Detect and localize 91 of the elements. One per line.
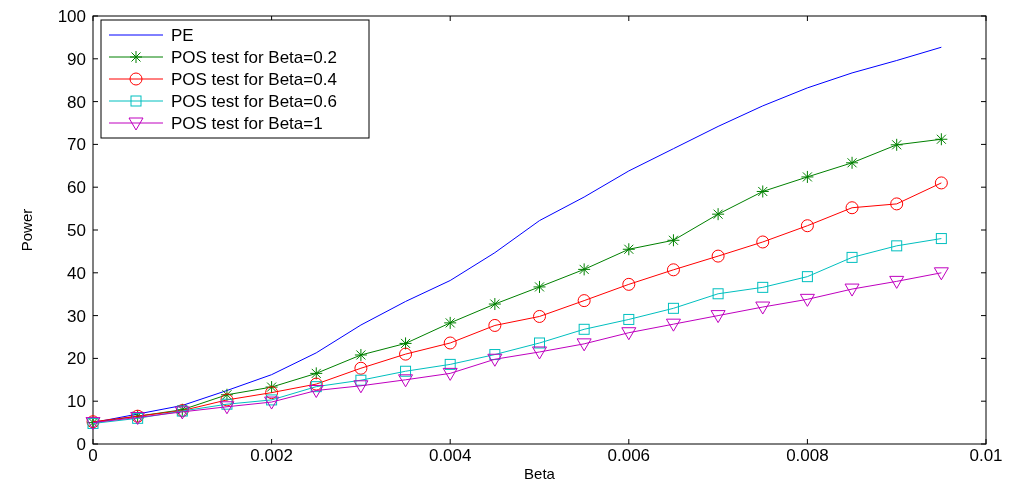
point bbox=[266, 394, 278, 406]
y-tick-label: 90 bbox=[67, 49, 86, 69]
point bbox=[934, 132, 948, 146]
y-tick-label: 10 bbox=[67, 392, 86, 412]
point bbox=[665, 318, 681, 332]
point bbox=[578, 323, 590, 335]
point bbox=[577, 294, 591, 308]
point bbox=[265, 386, 279, 400]
point bbox=[534, 337, 545, 349]
y-axis-title: Power bbox=[18, 208, 35, 252]
point bbox=[621, 327, 637, 341]
y-tick-label: 50 bbox=[67, 221, 86, 240]
point bbox=[891, 240, 903, 252]
legend-label: POS test for Beta=0.2 bbox=[171, 48, 337, 67]
y-tick-label: 80 bbox=[67, 92, 86, 112]
point bbox=[308, 385, 324, 398]
point bbox=[533, 309, 546, 323]
point bbox=[756, 184, 770, 198]
point bbox=[934, 176, 948, 190]
point bbox=[399, 347, 413, 361]
point bbox=[309, 377, 323, 391]
point bbox=[399, 336, 413, 350]
point bbox=[309, 366, 323, 380]
point bbox=[933, 267, 949, 281]
x-tick-label: 0.006 bbox=[607, 446, 651, 465]
point bbox=[398, 374, 414, 388]
point bbox=[532, 346, 547, 360]
point bbox=[220, 393, 234, 407]
point bbox=[711, 249, 725, 263]
point bbox=[622, 242, 636, 256]
point bbox=[442, 367, 458, 381]
point bbox=[488, 297, 502, 311]
point bbox=[443, 316, 457, 330]
point bbox=[444, 358, 456, 370]
point bbox=[221, 398, 233, 410]
point bbox=[220, 388, 234, 402]
point bbox=[219, 401, 235, 415]
x-tick-label: 0.004 bbox=[428, 446, 472, 465]
point bbox=[489, 349, 501, 361]
point bbox=[846, 251, 858, 263]
point bbox=[443, 336, 457, 350]
point bbox=[355, 374, 367, 386]
point bbox=[756, 235, 770, 249]
point bbox=[265, 380, 279, 394]
point bbox=[889, 275, 905, 289]
point bbox=[622, 277, 636, 291]
point bbox=[400, 365, 412, 377]
point bbox=[354, 361, 368, 375]
x-tick-label: 0.008 bbox=[786, 446, 829, 465]
point bbox=[667, 302, 679, 314]
point bbox=[757, 281, 769, 293]
point bbox=[800, 219, 814, 233]
point bbox=[310, 381, 322, 393]
y-tick-label: 100 bbox=[57, 7, 86, 26]
point bbox=[712, 288, 724, 300]
point bbox=[577, 262, 591, 276]
point bbox=[801, 271, 813, 283]
point bbox=[666, 233, 680, 247]
y-tick-label: 20 bbox=[67, 349, 86, 369]
point bbox=[935, 233, 947, 245]
point bbox=[354, 348, 368, 362]
x-axis-title: Beta bbox=[524, 465, 556, 482]
x-tick-label: 0.01 bbox=[969, 446, 1003, 465]
point bbox=[623, 313, 635, 325]
legend-label: POS test for Beta=0.6 bbox=[171, 92, 337, 111]
legend-label: PE bbox=[171, 26, 194, 45]
point bbox=[755, 301, 771, 315]
point bbox=[845, 201, 859, 215]
legend-label: POS test for Beta=0.4 bbox=[171, 70, 337, 89]
legend-label: POS test for Beta=1 bbox=[171, 114, 323, 133]
point bbox=[666, 263, 680, 277]
point bbox=[890, 197, 904, 211]
point bbox=[844, 283, 860, 297]
y-tick-label: 30 bbox=[67, 306, 86, 326]
point bbox=[487, 353, 503, 367]
point bbox=[711, 207, 725, 221]
point bbox=[576, 338, 592, 352]
point bbox=[710, 310, 726, 324]
y-tick-label: 70 bbox=[67, 135, 86, 155]
point bbox=[800, 170, 814, 184]
point bbox=[264, 396, 280, 410]
point bbox=[488, 318, 502, 332]
x-tick-label: 0 bbox=[88, 446, 98, 465]
point bbox=[799, 293, 815, 307]
point bbox=[353, 380, 369, 394]
point bbox=[533, 280, 546, 294]
y-tick-label: 40 bbox=[67, 263, 86, 283]
x-tick-label: 0.002 bbox=[250, 446, 293, 465]
point bbox=[845, 156, 859, 170]
y-tick-label: 60 bbox=[67, 178, 86, 198]
point bbox=[890, 138, 904, 152]
